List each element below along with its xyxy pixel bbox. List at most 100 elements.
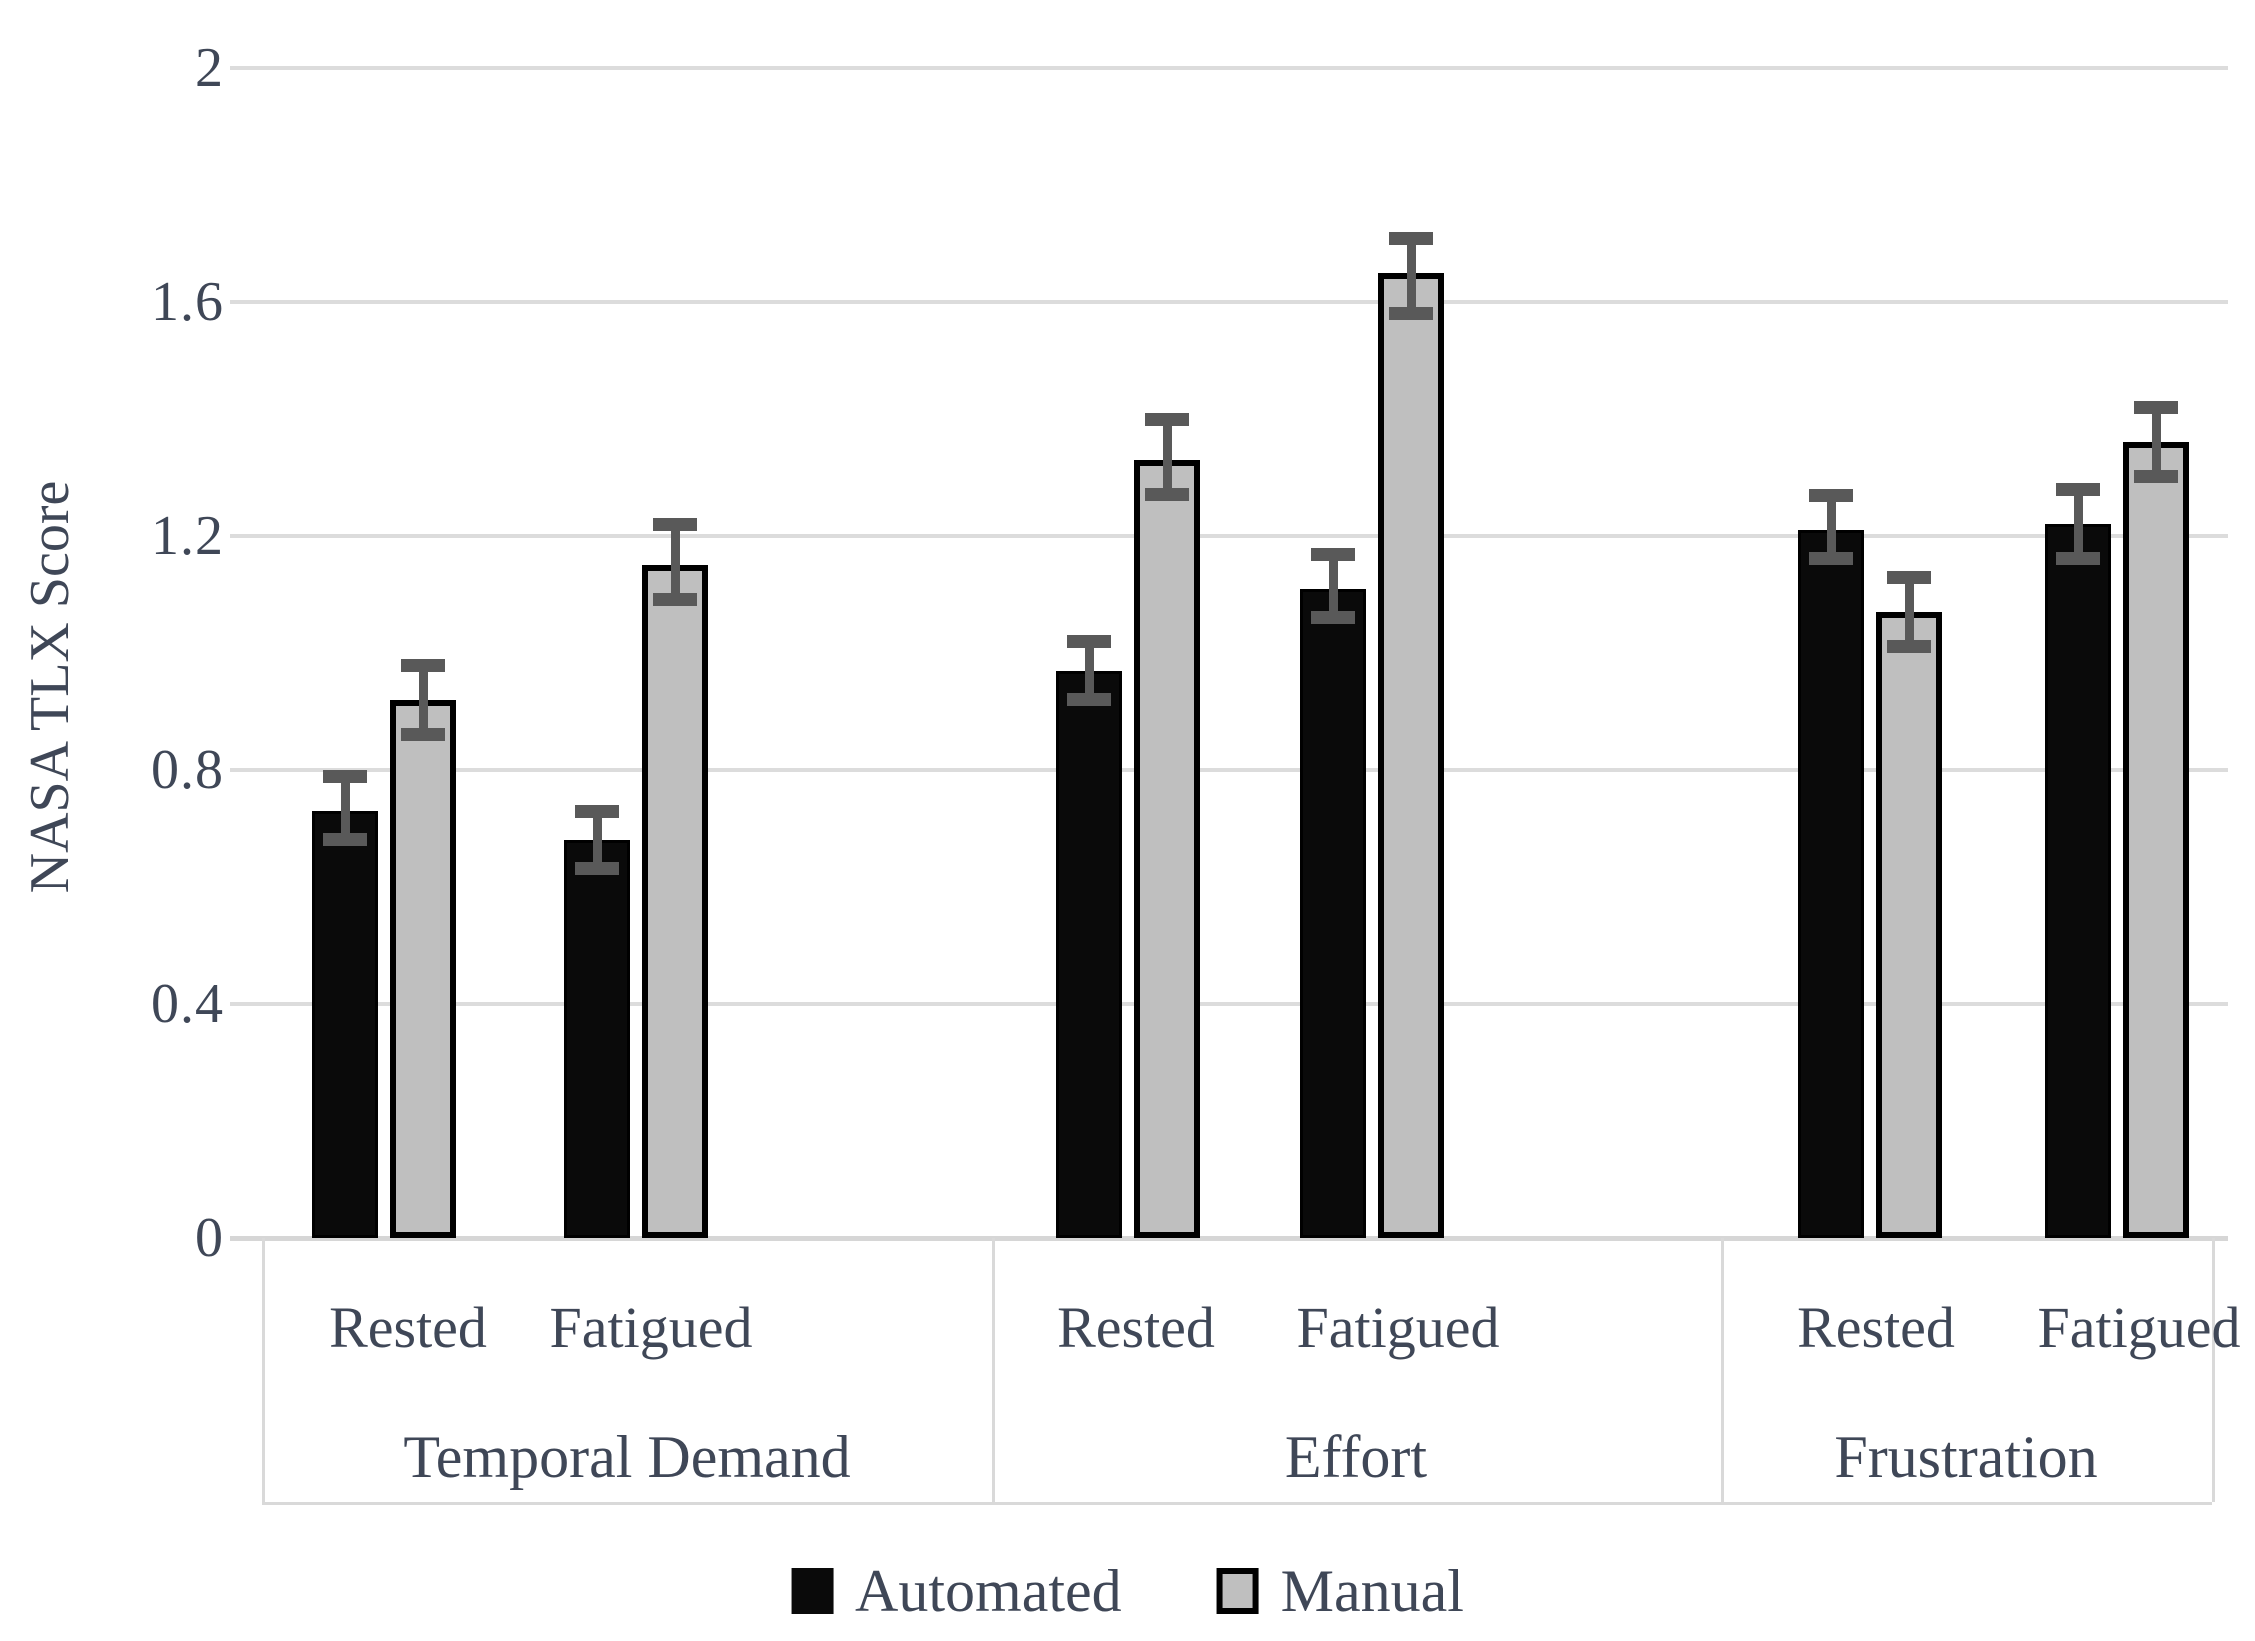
error-bar-cap-top xyxy=(1311,548,1355,561)
error-bar-cap-bottom xyxy=(2056,552,2100,565)
error-bar xyxy=(401,659,445,741)
error-bar-stem xyxy=(1328,548,1338,624)
error-bar-cap-bottom xyxy=(1067,693,1111,706)
error-bar-cap-bottom xyxy=(2134,470,2178,483)
y-tick-label: 2 xyxy=(195,37,224,99)
error-bar-cap-bottom xyxy=(575,862,619,875)
x-axis-line xyxy=(230,1236,2228,1241)
axis-box-bottom-border xyxy=(262,1502,2212,1505)
legend-item-automated: Automated xyxy=(791,1558,1122,1624)
bar-manual xyxy=(1378,273,1444,1238)
error-bar-stem xyxy=(2151,401,2161,483)
y-tick-mark xyxy=(230,768,262,772)
gridline xyxy=(262,534,2228,538)
bar-automated xyxy=(564,840,630,1238)
error-bar-cap-bottom xyxy=(1887,640,1931,653)
y-tick-label: 0.4 xyxy=(151,973,224,1035)
y-tick-label: 1.2 xyxy=(151,505,224,567)
error-bar-stem xyxy=(340,770,350,846)
error-bar-cap-top xyxy=(401,659,445,672)
category-label: Effort xyxy=(1284,1424,1428,1490)
error-bar-stem xyxy=(592,805,602,875)
error-bar xyxy=(323,770,367,846)
gridline xyxy=(262,66,2228,70)
error-bar-stem xyxy=(1904,571,1914,653)
category-label: Temporal Demand xyxy=(403,1424,851,1490)
axis-box-divider xyxy=(262,1238,265,1502)
error-bar-cap-top xyxy=(1809,489,1853,502)
axis-box-divider xyxy=(2212,1238,2215,1502)
automated-swatch-icon xyxy=(791,1568,834,1614)
subcategory-label-rested: Rested xyxy=(1057,1295,1215,1360)
gridline xyxy=(262,300,2228,304)
subcategory-label-rested: Rested xyxy=(329,1295,487,1360)
error-bar-stem xyxy=(670,518,680,606)
legend-item-manual: Manual xyxy=(1216,1558,1464,1624)
error-bar xyxy=(2056,483,2100,565)
error-bar-cap-bottom xyxy=(653,593,697,606)
y-tick-mark xyxy=(230,1002,262,1006)
error-bar-cap-top xyxy=(1389,232,1433,245)
bar-manual xyxy=(1134,460,1200,1238)
y-tick-label: 0 xyxy=(195,1207,224,1269)
error-bar-cap-top xyxy=(2134,401,2178,414)
error-bar-stem xyxy=(418,659,428,741)
error-bar-cap-top xyxy=(1887,571,1931,584)
error-bar-cap-bottom xyxy=(1389,307,1433,320)
y-tick-mark xyxy=(230,300,262,304)
error-bar-cap-top xyxy=(1067,635,1111,648)
error-bar-cap-top xyxy=(2056,483,2100,496)
bar-manual xyxy=(390,700,456,1238)
bar-automated xyxy=(312,811,378,1238)
bar-automated xyxy=(1300,589,1366,1238)
manual-swatch-icon xyxy=(1216,1568,1259,1614)
error-bar-cap-top xyxy=(1145,413,1189,426)
error-bar xyxy=(1887,571,1931,653)
error-bar-cap-bottom xyxy=(1311,611,1355,624)
bar-automated xyxy=(1798,530,1864,1238)
error-bar-cap-top xyxy=(653,518,697,531)
error-bar xyxy=(653,518,697,606)
error-bar-stem xyxy=(1406,232,1416,320)
legend: Automated Manual xyxy=(791,1558,1464,1624)
legend-label-manual: Manual xyxy=(1280,1558,1464,1624)
error-bar-cap-top xyxy=(323,770,367,783)
error-bar xyxy=(2134,401,2178,483)
error-bar-cap-bottom xyxy=(1145,488,1189,501)
y-tick-label: 0.8 xyxy=(151,739,224,801)
bar-manual xyxy=(1876,612,1942,1238)
gridline xyxy=(262,768,2228,772)
y-tick-mark xyxy=(230,66,262,70)
error-bar-stem xyxy=(2073,483,2083,565)
y-tick-mark xyxy=(230,534,262,538)
error-bar-cap-top xyxy=(575,805,619,818)
error-bar-cap-bottom xyxy=(1809,552,1853,565)
error-bar xyxy=(1067,635,1111,706)
axis-box-divider xyxy=(992,1238,995,1502)
category-label: Frustration xyxy=(1834,1424,2098,1490)
error-bar xyxy=(1389,232,1433,320)
subcategory-label-fatigued: Fatigued xyxy=(1296,1295,1500,1360)
subcategory-label-fatigued: Fatigued xyxy=(549,1295,753,1360)
bar-automated xyxy=(1056,671,1122,1238)
bar-manual xyxy=(2123,442,2189,1238)
gridline xyxy=(262,1002,2228,1006)
error-bar-cap-bottom xyxy=(401,728,445,741)
error-bar xyxy=(1311,548,1355,624)
error-bar-stem xyxy=(1162,413,1172,501)
legend-label-automated: Automated xyxy=(855,1558,1122,1624)
axis-box-divider xyxy=(1721,1238,1724,1502)
y-tick-label: 1.6 xyxy=(151,271,224,333)
error-bar-stem xyxy=(1826,489,1836,565)
error-bar xyxy=(1145,413,1189,501)
bar-manual xyxy=(642,565,708,1238)
y-axis-title: NASA TLX Score xyxy=(19,480,81,894)
bar-automated xyxy=(2045,524,2111,1238)
error-bar-cap-bottom xyxy=(323,833,367,846)
subcategory-label-rested: Rested xyxy=(1797,1295,1955,1360)
error-bar xyxy=(575,805,619,875)
error-bar-stem xyxy=(1084,635,1094,706)
error-bar xyxy=(1809,489,1853,565)
subcategory-label-fatigued: Fatigued xyxy=(2037,1295,2241,1360)
